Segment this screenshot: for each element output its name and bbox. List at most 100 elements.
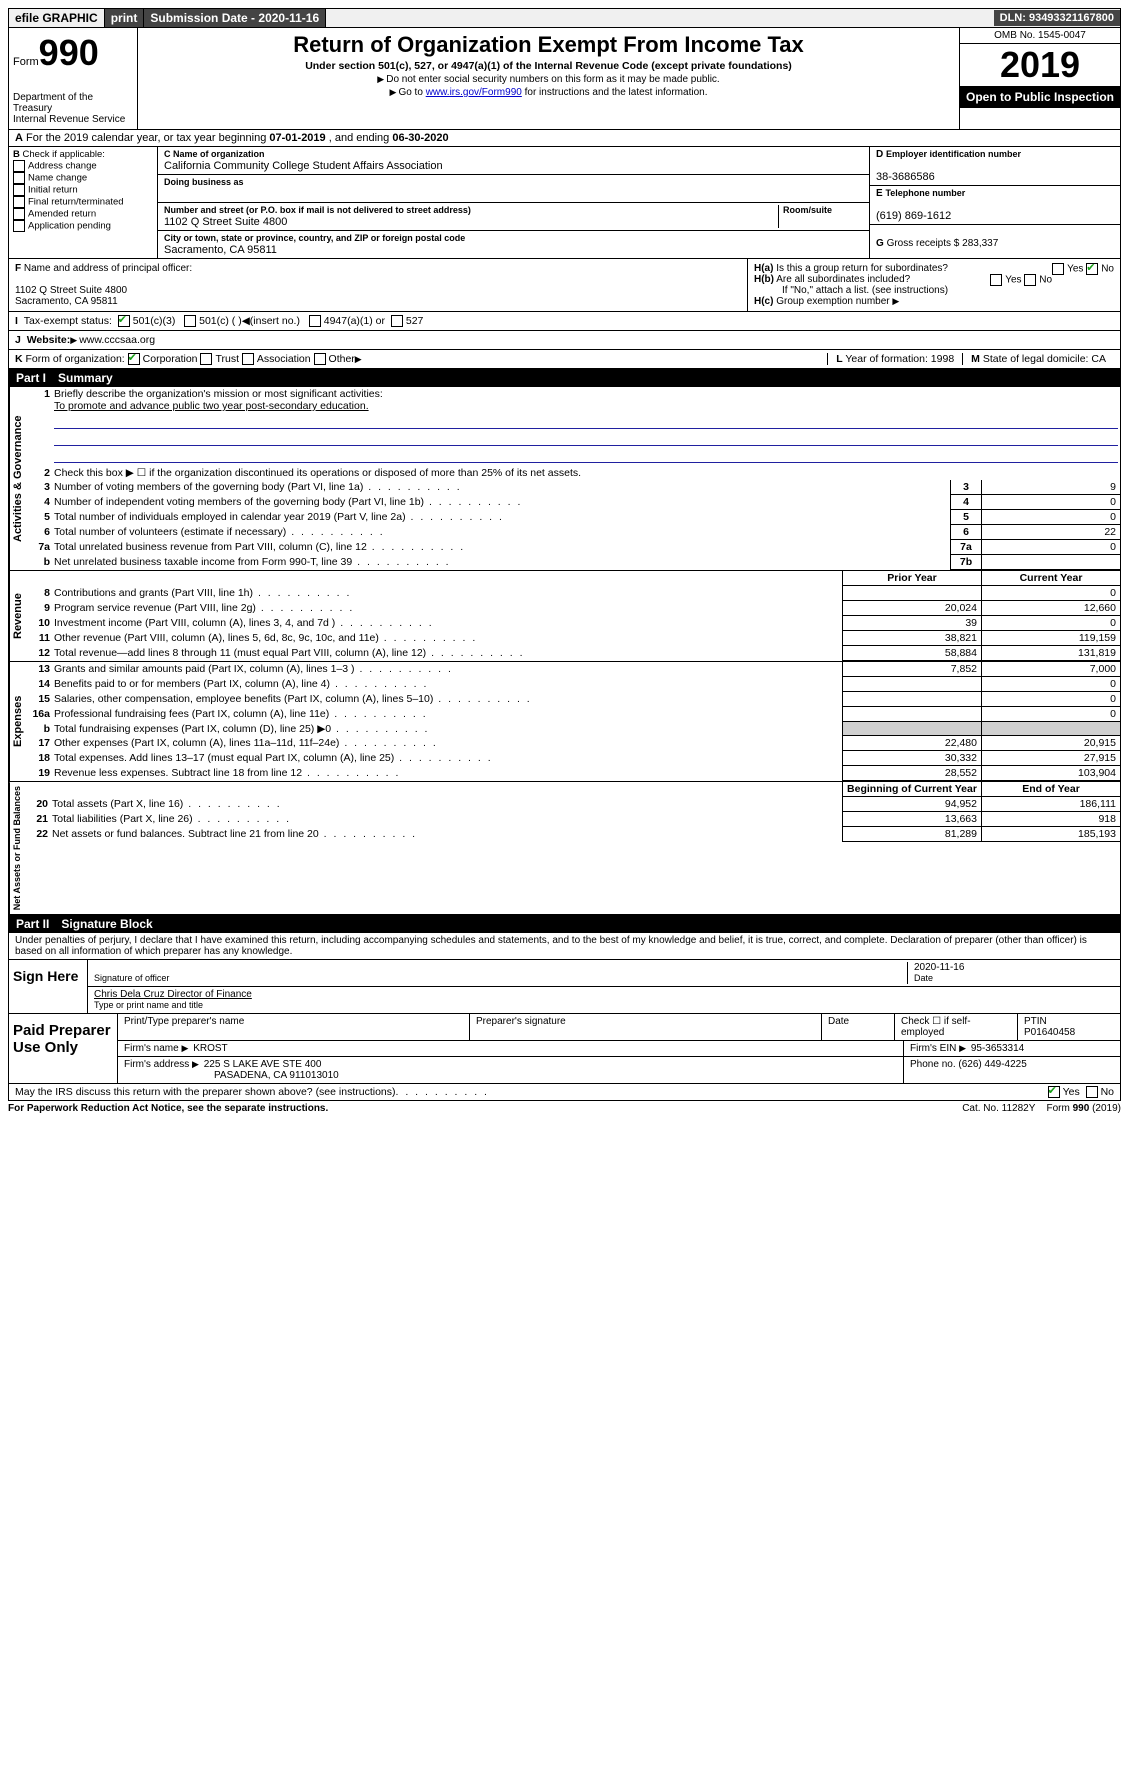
summary-row: 22Net assets or fund balances. Subtract … bbox=[24, 827, 1120, 842]
summary-row: 8Contributions and grants (Part VIII, li… bbox=[26, 586, 1120, 601]
firm-address: 225 S LAKE AVE STE 400 bbox=[204, 1059, 322, 1070]
state-domicile: CA bbox=[1091, 353, 1106, 365]
ptin: P01640458 bbox=[1024, 1027, 1075, 1038]
summary-row: 12Total revenue—add lines 8 through 11 (… bbox=[26, 646, 1120, 661]
chk-501c[interactable] bbox=[184, 315, 196, 327]
chk-ha-no[interactable] bbox=[1086, 263, 1098, 275]
city-state-zip: Sacramento, CA 95811 bbox=[164, 244, 277, 256]
chk-hb-yes[interactable] bbox=[990, 274, 1002, 286]
summary-row: 19Revenue less expenses. Subtract line 1… bbox=[26, 766, 1120, 781]
paid-preparer-label: Paid Preparer Use Only bbox=[9, 1014, 118, 1083]
summary-row: 7aTotal unrelated business revenue from … bbox=[26, 540, 1120, 555]
tax-year: 2019 bbox=[960, 44, 1120, 86]
dln: DLN: 93493321167800 bbox=[994, 10, 1120, 26]
vlabel-revenue: Revenue bbox=[9, 571, 26, 661]
part-ii-header: Part II Signature Block bbox=[8, 915, 1121, 933]
chk-amended[interactable] bbox=[13, 208, 25, 220]
part-i-body: Activities & Governance 1 Briefly descri… bbox=[8, 387, 1121, 915]
discuss-row: May the IRS discuss this return with the… bbox=[8, 1084, 1121, 1101]
vlabel-netassets: Net Assets or Fund Balances bbox=[9, 782, 24, 914]
footer: For Paperwork Reduction Act Notice, see … bbox=[8, 1101, 1121, 1116]
summary-row: 21Total liabilities (Part X, line 26)13,… bbox=[24, 812, 1120, 827]
year-formation: 1998 bbox=[931, 353, 954, 365]
irs-label: Internal Revenue Service bbox=[13, 114, 133, 125]
org-name: California Community College Student Aff… bbox=[164, 160, 443, 172]
preparer-phone: (626) 449-4225 bbox=[958, 1059, 1026, 1070]
chk-hb-no[interactable] bbox=[1024, 274, 1036, 286]
omb-number: OMB No. 1545-0047 bbox=[960, 28, 1120, 44]
form-number: Form990 bbox=[13, 32, 133, 74]
row-i: I Tax-exempt status: 501(c)(3) 501(c) ( … bbox=[8, 312, 1121, 331]
firm-name: KROST bbox=[193, 1043, 227, 1054]
chk-other[interactable] bbox=[314, 353, 326, 365]
chk-501c3[interactable] bbox=[118, 315, 130, 327]
street-address: 1102 Q Street Suite 4800 bbox=[164, 216, 287, 228]
chk-final-return[interactable] bbox=[13, 196, 25, 208]
telephone: (619) 869-1612 bbox=[876, 210, 951, 222]
form-subtitle: Under section 501(c), 527, or 4947(a)(1)… bbox=[146, 60, 951, 72]
box-f: F Name and address of principal officer:… bbox=[9, 259, 748, 311]
instruction-1: Do not enter social security numbers on … bbox=[146, 74, 951, 85]
chk-application-pending[interactable] bbox=[13, 220, 25, 232]
firm-ein: 95-3653314 bbox=[971, 1043, 1024, 1054]
form-footer: Form 990 (2019) bbox=[1047, 1103, 1121, 1114]
efile-label: efile GRAPHIC bbox=[9, 9, 105, 27]
summary-row: 16aProfessional fundraising fees (Part I… bbox=[26, 707, 1120, 722]
website: www.cccsaa.org bbox=[79, 334, 155, 346]
form-header: Form990 Department of the Treasury Inter… bbox=[8, 28, 1121, 130]
section-fh: F Name and address of principal officer:… bbox=[8, 259, 1121, 312]
form-title: Return of Organization Exempt From Incom… bbox=[146, 32, 951, 58]
chk-4947[interactable] bbox=[309, 315, 321, 327]
officer-name: Chris Dela Cruz Director of Finance bbox=[94, 989, 252, 1000]
chk-corporation[interactable] bbox=[128, 353, 140, 365]
box-de: D Employer identification number 38-3686… bbox=[869, 147, 1120, 258]
chk-ha-yes[interactable] bbox=[1052, 263, 1064, 275]
open-to-public: Open to Public Inspection bbox=[960, 86, 1120, 108]
perjury-statement: Under penalties of perjury, I declare th… bbox=[9, 933, 1120, 960]
summary-row: 6Total number of volunteers (estimate if… bbox=[26, 525, 1120, 540]
chk-discuss-no[interactable] bbox=[1086, 1086, 1098, 1098]
summary-row: 5Total number of individuals employed in… bbox=[26, 510, 1120, 525]
summary-row: 14Benefits paid to or for members (Part … bbox=[26, 677, 1120, 692]
summary-row: 10Investment income (Part VIII, column (… bbox=[26, 616, 1120, 631]
vlabel-governance: Activities & Governance bbox=[9, 387, 26, 570]
box-b: B Check if applicable: Address change Na… bbox=[9, 147, 158, 258]
summary-row: bTotal fundraising expenses (Part IX, co… bbox=[26, 722, 1120, 736]
summary-row: 13Grants and similar amounts paid (Part … bbox=[26, 662, 1120, 677]
irs-link[interactable]: www.irs.gov/Form990 bbox=[426, 87, 522, 98]
dept-treasury: Department of the Treasury bbox=[13, 92, 133, 114]
box-c: C Name of organization California Commun… bbox=[158, 147, 869, 258]
section-bcdeg: B Check if applicable: Address change Na… bbox=[8, 147, 1121, 259]
instruction-2: Go to www.irs.gov/Form990 for instructio… bbox=[146, 87, 951, 98]
chk-address-change[interactable] bbox=[13, 160, 25, 172]
summary-row: 17Other expenses (Part IX, column (A), l… bbox=[26, 736, 1120, 751]
summary-row: 9Program service revenue (Part VIII, lin… bbox=[26, 601, 1120, 616]
signature-date: 2020-11-16 bbox=[914, 962, 964, 973]
chk-association[interactable] bbox=[242, 353, 254, 365]
summary-row: 11Other revenue (Part VIII, column (A), … bbox=[26, 631, 1120, 646]
gross-receipts: 283,337 bbox=[962, 238, 998, 249]
submission-date: Submission Date - 2020-11-16 bbox=[144, 9, 326, 27]
summary-row: 18Total expenses. Add lines 13–17 (must … bbox=[26, 751, 1120, 766]
vlabel-expenses: Expenses bbox=[9, 662, 26, 781]
row-j: J Website: www.cccsaa.org bbox=[8, 331, 1121, 350]
summary-row: 4Number of independent voting members of… bbox=[26, 495, 1120, 510]
chk-trust[interactable] bbox=[200, 353, 212, 365]
ein: 38-3686586 bbox=[876, 171, 935, 183]
row-k: K Form of organization: Corporation Trus… bbox=[8, 350, 1121, 369]
chk-527[interactable] bbox=[391, 315, 403, 327]
summary-row: 3Number of voting members of the governi… bbox=[26, 480, 1120, 495]
summary-row: 20Total assets (Part X, line 16)94,95218… bbox=[24, 797, 1120, 812]
chk-discuss-yes[interactable] bbox=[1048, 1086, 1060, 1098]
summary-row: bNet unrelated business taxable income f… bbox=[26, 555, 1120, 570]
mission-text: To promote and advance public two year p… bbox=[54, 400, 369, 412]
chk-initial-return[interactable] bbox=[13, 184, 25, 196]
print-button[interactable]: print bbox=[105, 9, 145, 27]
sign-here-label: Sign Here bbox=[9, 960, 88, 1013]
box-h: H(a) Is this a group return for subordin… bbox=[748, 259, 1120, 311]
chk-name-change[interactable] bbox=[13, 172, 25, 184]
signature-block: Under penalties of perjury, I declare th… bbox=[8, 933, 1121, 1084]
part-i-header: Part I Summary bbox=[8, 369, 1121, 387]
summary-row: 15Salaries, other compensation, employee… bbox=[26, 692, 1120, 707]
top-toolbar: efile GRAPHIC print Submission Date - 20… bbox=[8, 8, 1121, 28]
